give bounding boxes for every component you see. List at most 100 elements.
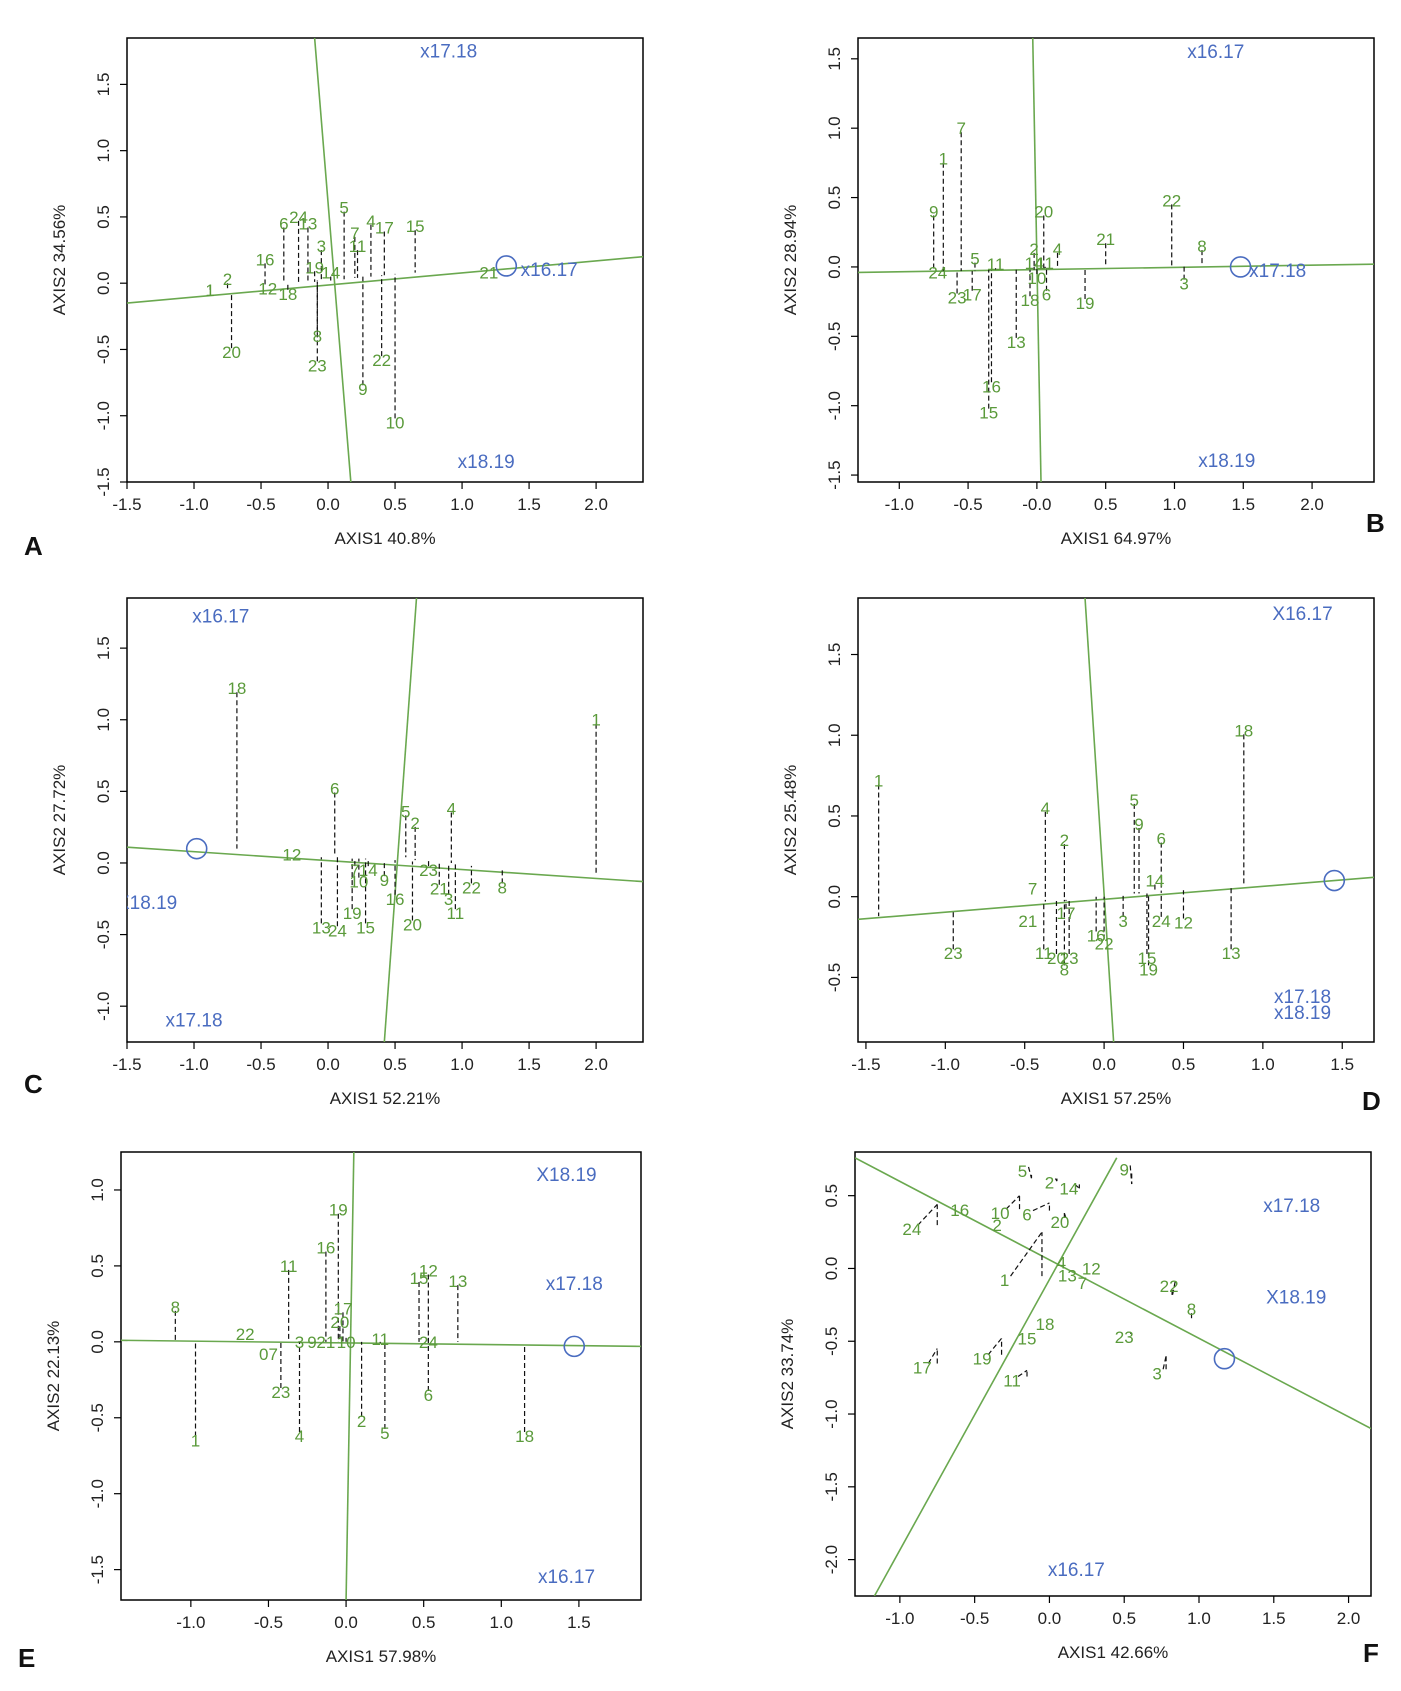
y-tick-label: 1.0 xyxy=(94,139,113,163)
genotype-label: 9 xyxy=(307,1333,316,1352)
genotype-label: 12 xyxy=(282,845,301,864)
x-tick-label: -0.5 xyxy=(1010,1055,1039,1074)
y-tick-label: -1.0 xyxy=(94,401,113,430)
y-tick-label: -0.5 xyxy=(825,963,844,992)
y-tick-label: 0.5 xyxy=(825,186,844,210)
genotype-label: 16 xyxy=(982,377,1001,396)
panel-e: -1.0 -0.5 0.0 0.5 1.0 1.5 -1.5 -1.0 -0.5 0.0 0.5 1.… xyxy=(18,1151,642,1673)
projection-line xyxy=(1162,1355,1167,1370)
genotype-label: 22 xyxy=(1095,935,1114,954)
y-tick-label: -1.5 xyxy=(822,1472,841,1501)
genotype-label: 7 xyxy=(350,861,359,880)
x-tick-label: -1.0 xyxy=(931,1055,960,1074)
genotype-label: 22 xyxy=(462,878,481,897)
genotype-label: 11 xyxy=(371,1330,389,1349)
x-axis-title: AXIS1 52.21% xyxy=(330,1089,441,1108)
x-tick-label: 0.5 xyxy=(383,1055,407,1074)
y-tick-label: 0.5 xyxy=(94,780,113,804)
genotype-label: 6 xyxy=(1022,1206,1031,1225)
genotype-label: 2 xyxy=(1060,831,1069,850)
panel-f: -1.0 -0.5 0.0 0.5 1.0 1.5 2.0 -2.0 -1.5 -1.0 -0.5 0… xyxy=(778,1151,1379,1668)
y-axis-title: AXIS2 33.74% xyxy=(778,1319,797,1430)
genotype-label: 6 xyxy=(1157,830,1166,849)
genotype-label: 14 xyxy=(1025,254,1044,273)
x-axis-title: AXIS1 57.25% xyxy=(1061,1089,1172,1108)
x-tick-label: 0.0 xyxy=(1092,1055,1116,1074)
genotype-label: 5 xyxy=(1018,1162,1027,1181)
perpendicular-axis xyxy=(383,598,418,1042)
y-tick-label: 0.0 xyxy=(825,885,844,909)
genotype-label: 18 xyxy=(1021,291,1040,310)
genotype-label: 13 xyxy=(1058,1267,1077,1286)
genotype-label: 5 xyxy=(380,1424,389,1443)
genotype-label: 1 xyxy=(874,771,883,790)
genotype-label: 15 xyxy=(410,1269,429,1288)
genotype-label: 14 xyxy=(1145,872,1164,891)
genotype-label: 24 xyxy=(419,1333,438,1352)
genotype-label: 2 xyxy=(357,1412,366,1431)
perpendicular-axis xyxy=(873,1157,1118,1596)
genotype-label: 2 xyxy=(1029,240,1038,259)
x-axis-title: AXIS1 64.97% xyxy=(1061,529,1172,548)
genotype-label: 6 xyxy=(424,1386,433,1405)
environment-label: X16.17 xyxy=(1272,604,1332,625)
genotype-label: 18 xyxy=(278,285,297,304)
genotype-label: 15 xyxy=(406,217,425,236)
genotype-label: 8 xyxy=(1060,960,1069,979)
genotype-label: 11 xyxy=(1036,254,1054,273)
genotype-label: 20 xyxy=(1050,1213,1069,1232)
environment-label: x18.19 xyxy=(1274,1003,1331,1024)
y-axis-title: AXIS2 22.13% xyxy=(44,1321,63,1432)
genotype-label: 19 xyxy=(329,1201,348,1220)
y-tick-label: 1.5 xyxy=(825,47,844,71)
x-axis-title: AXIS1 42.66% xyxy=(1058,1643,1169,1662)
genotype-label: 1 xyxy=(191,1432,200,1451)
projection-line xyxy=(927,1348,938,1364)
x-tick-label: -0.5 xyxy=(960,1609,989,1628)
genotype-label: 3 xyxy=(1118,912,1127,931)
genotype-label: 14 xyxy=(1059,1179,1078,1198)
genotype-label: 20 xyxy=(330,1313,349,1332)
y-tick-label: 0.0 xyxy=(825,255,844,279)
perpendicular-axis xyxy=(345,1152,355,1600)
genotype-label: 2 xyxy=(992,1216,1001,1235)
genotype-label: 12 xyxy=(258,279,277,298)
environment-label: x18.19 xyxy=(1198,451,1255,472)
projection-line xyxy=(1005,1195,1020,1210)
genotype-label: 7 xyxy=(956,119,965,138)
ideal-environment-marker xyxy=(495,255,518,277)
genotype-label: 11 xyxy=(1035,944,1053,963)
x-tick-label: -1.5 xyxy=(851,1055,880,1074)
projection-line xyxy=(1129,1165,1133,1185)
x-tick-label: 1.0 xyxy=(1187,1609,1211,1628)
genotype-label: 24 xyxy=(1152,912,1171,931)
x-axis-title: AXIS1 40.8% xyxy=(334,529,435,548)
x-tick-label: -1.5 xyxy=(112,495,141,514)
x-tick-label: -1.0 xyxy=(176,1613,205,1632)
y-tick-label: -1.5 xyxy=(94,467,113,496)
genotype-label: 10 xyxy=(386,413,405,432)
y-axis-title: AXIS2 27.72% xyxy=(50,765,69,876)
genotype-label: 21 xyxy=(1018,912,1037,931)
x-tick-label: 0.0 xyxy=(316,495,340,514)
genotype-label: 13 xyxy=(448,1272,467,1291)
genotype-label: 23 xyxy=(944,944,963,963)
genotype-label: 17 xyxy=(375,219,394,238)
panel-letter: A xyxy=(24,531,43,561)
genotype-label: 13 xyxy=(312,918,331,937)
y-tick-label: 1.0 xyxy=(88,1178,107,1202)
genotype-label: 14 xyxy=(321,264,340,283)
genotype-label: 12 xyxy=(419,1261,438,1280)
average-environment-axis xyxy=(858,876,1374,921)
y-tick-label: -0.5 xyxy=(88,1403,107,1432)
y-tick-label: -0.5 xyxy=(825,322,844,351)
x-tick-label: 1.5 xyxy=(567,1613,591,1632)
x-tick-label: 0.5 xyxy=(1112,1609,1136,1628)
x-tick-label: 0.5 xyxy=(412,1613,436,1632)
genotype-label: 4 xyxy=(447,800,456,819)
average-environment-axis xyxy=(121,1339,641,1348)
environment-label: X18.19 xyxy=(1266,1288,1326,1309)
environment-label: x17.18 xyxy=(1249,261,1306,282)
